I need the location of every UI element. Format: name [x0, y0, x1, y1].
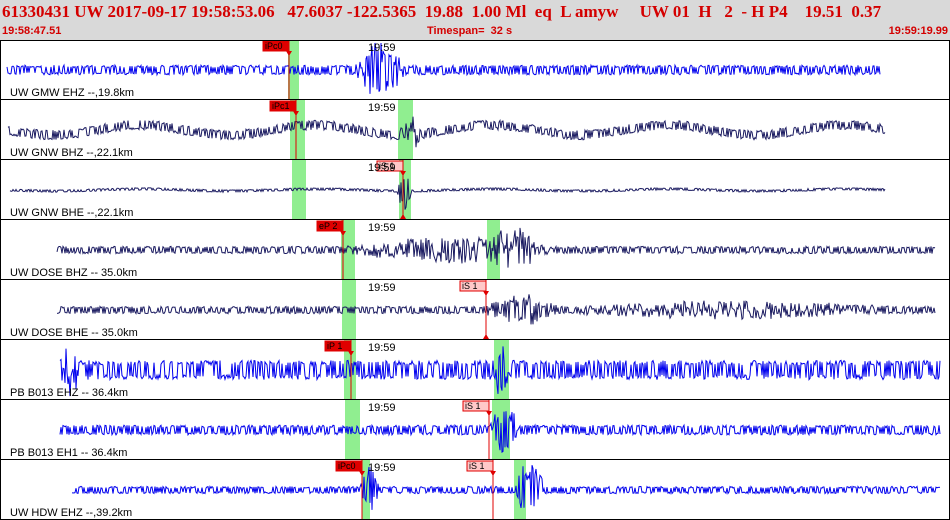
pick-marker-top	[483, 291, 489, 296]
channel-row[interactable]: iP 1 19:59 PB B013 EHZ -- 36.4km	[0, 340, 950, 400]
seismogram-panel[interactable]: iPc0 19:59 UW GMW EHZ --,19.8km iPc1 19:59 UW…	[0, 40, 950, 520]
header-bar: 61330431 UW 2017-09-17 19:58:53.06 47.60…	[0, 0, 950, 40]
waveform-trace	[7, 116, 886, 148]
pick-label-box[interactable]	[335, 460, 363, 472]
waveform-trace	[72, 465, 941, 510]
end-time: 19:59:19.99	[888, 25, 948, 37]
waveform-trace	[6, 42, 881, 94]
pick-label-box[interactable]	[462, 400, 490, 412]
pick-label: iPc0	[338, 461, 356, 471]
pick-label-box[interactable]	[316, 220, 344, 232]
channel-label: UW GNW BHZ --,22.1km	[10, 147, 133, 159]
pick-window	[341, 220, 355, 280]
pick-label-box[interactable]	[269, 100, 297, 112]
channel-label: UW HDW EHZ --,39.2km	[10, 507, 132, 519]
channel-label: UW GNW BHE --,22.1km	[10, 207, 133, 219]
time-tick-label: 19:59	[368, 162, 396, 174]
channel-label: UW GMW EHZ --,19.8km	[10, 87, 134, 99]
channel-row[interactable]: iS 1 19:59 UW DOSE BHE -- 35.0km	[0, 280, 950, 340]
waveform-trace	[9, 178, 886, 210]
pick-label: iPc0	[265, 41, 283, 51]
pick-marker-top	[359, 471, 365, 476]
pick-label-box[interactable]	[466, 460, 494, 472]
pick-marker-top	[400, 171, 406, 176]
pick-marker-top	[486, 411, 492, 416]
pick-label-box[interactable]	[376, 160, 404, 172]
waveform-trace	[59, 411, 941, 453]
channel-row[interactable]: iPc0 iS 1 19:59 UW HDW EHZ --,39.2km	[0, 460, 950, 520]
channel-row[interactable]: iS 119:59 UW GNW BHE --,22.1km	[0, 160, 950, 220]
start-time: 19:58:47.51	[2, 25, 62, 37]
time-tick-label: 19:59	[368, 222, 396, 234]
pick-label-box[interactable]	[324, 340, 352, 352]
pick-window	[292, 160, 306, 220]
channel-label: PB B013 EHZ -- 36.4km	[10, 387, 128, 399]
time-tick-label: 19:59	[368, 402, 396, 414]
pick-marker-top	[340, 231, 346, 236]
pick-label: iS 1	[465, 401, 481, 411]
timespan: Timespan= 32 s	[427, 25, 513, 37]
event-title: 61330431 UW 2017-09-17 19:58:53.06 47.60…	[2, 2, 882, 21]
pick-marker-top	[490, 471, 496, 476]
pick-label-box[interactable]	[459, 280, 487, 292]
waveform-trace	[59, 346, 941, 397]
channel-label: UW DOSE BHZ -- 35.0km	[10, 267, 137, 279]
pick-label: iS 1	[469, 461, 485, 471]
pick-window	[344, 340, 356, 400]
pick-label: iS 1	[462, 281, 478, 291]
channel-row[interactable]: iPc0 19:59 UW GMW EHZ --,19.8km	[0, 40, 950, 100]
pick-window	[399, 160, 411, 220]
time-tick-label: 19:59	[368, 42, 396, 54]
pick-window	[362, 460, 370, 520]
time-tick-label: 19:59	[368, 282, 396, 294]
time-tick-label: 19:59	[368, 462, 396, 474]
pick-label: iPc1	[272, 101, 290, 111]
pick-label: iP 1	[327, 341, 342, 351]
pick-marker-bottom	[483, 334, 489, 339]
pick-label: eP 2	[319, 221, 337, 231]
waveform-trace	[56, 294, 936, 325]
channel-row[interactable]: iPc1 19:59 UW GNW BHZ --,22.1km	[0, 100, 950, 160]
time-tick-label: 19:59	[368, 342, 396, 354]
pick-marker-top	[286, 51, 292, 56]
channel-row[interactable]: eP 2 19:59 UW DOSE BHZ -- 35.0km	[0, 220, 950, 280]
pick-marker-top	[348, 351, 354, 356]
waveform-trace	[56, 227, 936, 268]
channel-label: PB B013 EH1 -- 36.4km	[10, 447, 127, 459]
pick-window	[290, 100, 305, 160]
pick-label: iS 1	[379, 161, 395, 171]
channel-row[interactable]: iS 1 19:59 PB B013 EH1 -- 36.4km	[0, 400, 950, 460]
pick-marker-top	[293, 111, 299, 116]
time-tick-label: 19:59	[368, 102, 396, 114]
channel-label: UW DOSE BHE -- 35.0km	[10, 327, 138, 339]
pick-marker-bottom	[400, 214, 406, 219]
